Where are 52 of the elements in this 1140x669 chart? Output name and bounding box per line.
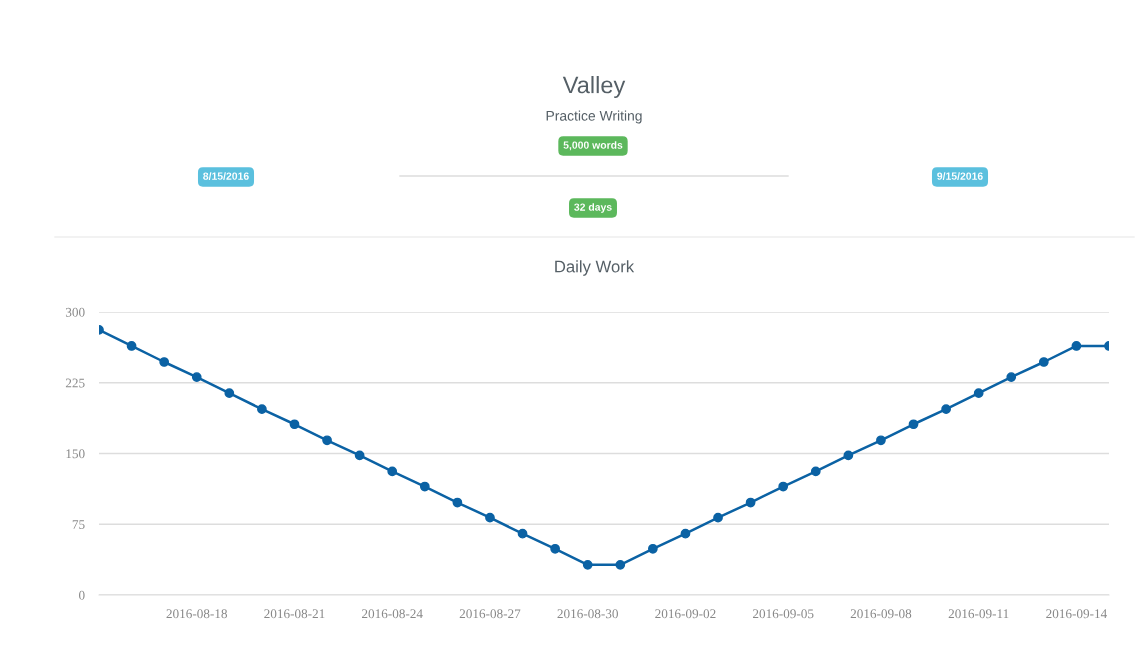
chart-subtitle: Practice Writing (546, 110, 642, 124)
y-tick-label: 225 (65, 378, 85, 388)
point (452, 497, 463, 508)
point (680, 528, 691, 539)
point (778, 481, 789, 492)
x-tick-label: 2016-08-18 (166, 609, 228, 619)
x-tick-label: 2016-08-30 (557, 609, 618, 619)
y-tick-label: 150 (66, 449, 85, 459)
y-tick-label: 75 (72, 520, 85, 529)
text: 5,000 words (563, 141, 623, 151)
point (322, 435, 332, 446)
point (126, 341, 137, 351)
text: 32 days (574, 203, 612, 213)
x-tick-label: 2016-08-21 (264, 609, 325, 619)
point (191, 372, 202, 382)
point (1071, 341, 1082, 351)
x-tick-label: 2016-09-02 (655, 609, 716, 619)
x-tick-label: 2016-09-08 (850, 609, 912, 619)
point (1006, 372, 1017, 382)
point (615, 559, 626, 570)
point (257, 404, 267, 415)
point (550, 543, 560, 554)
point (713, 512, 723, 523)
point (1038, 357, 1049, 367)
x-tick-label: 2016-08-27 (459, 609, 521, 619)
point (810, 466, 821, 477)
x-tick-label: 2016-09-11 (948, 609, 1009, 619)
point (387, 466, 398, 477)
chart-title: Valley (562, 76, 626, 98)
point (908, 419, 919, 430)
text: Daily Work (555, 260, 635, 276)
point (517, 528, 528, 539)
x-tick-label: 2016-09-05 (752, 609, 814, 619)
point (941, 404, 951, 415)
y-tick-label: 300 (65, 307, 85, 317)
point (745, 497, 756, 508)
x-tick-label: 2016-08-24 (362, 609, 423, 619)
point (289, 419, 300, 430)
point (648, 543, 658, 554)
point (973, 388, 984, 398)
text: 8/15/2016 (203, 172, 249, 180)
point (843, 450, 854, 461)
point (485, 512, 495, 523)
y-tick-label: 0 (79, 590, 85, 600)
point (354, 450, 365, 461)
point (159, 357, 170, 367)
point (876, 435, 886, 446)
x-tick-label: 2016-09-14 (1046, 609, 1107, 619)
point (582, 559, 593, 570)
point (419, 481, 430, 492)
point (224, 388, 235, 398)
text: 9/15/2016 (937, 172, 983, 180)
